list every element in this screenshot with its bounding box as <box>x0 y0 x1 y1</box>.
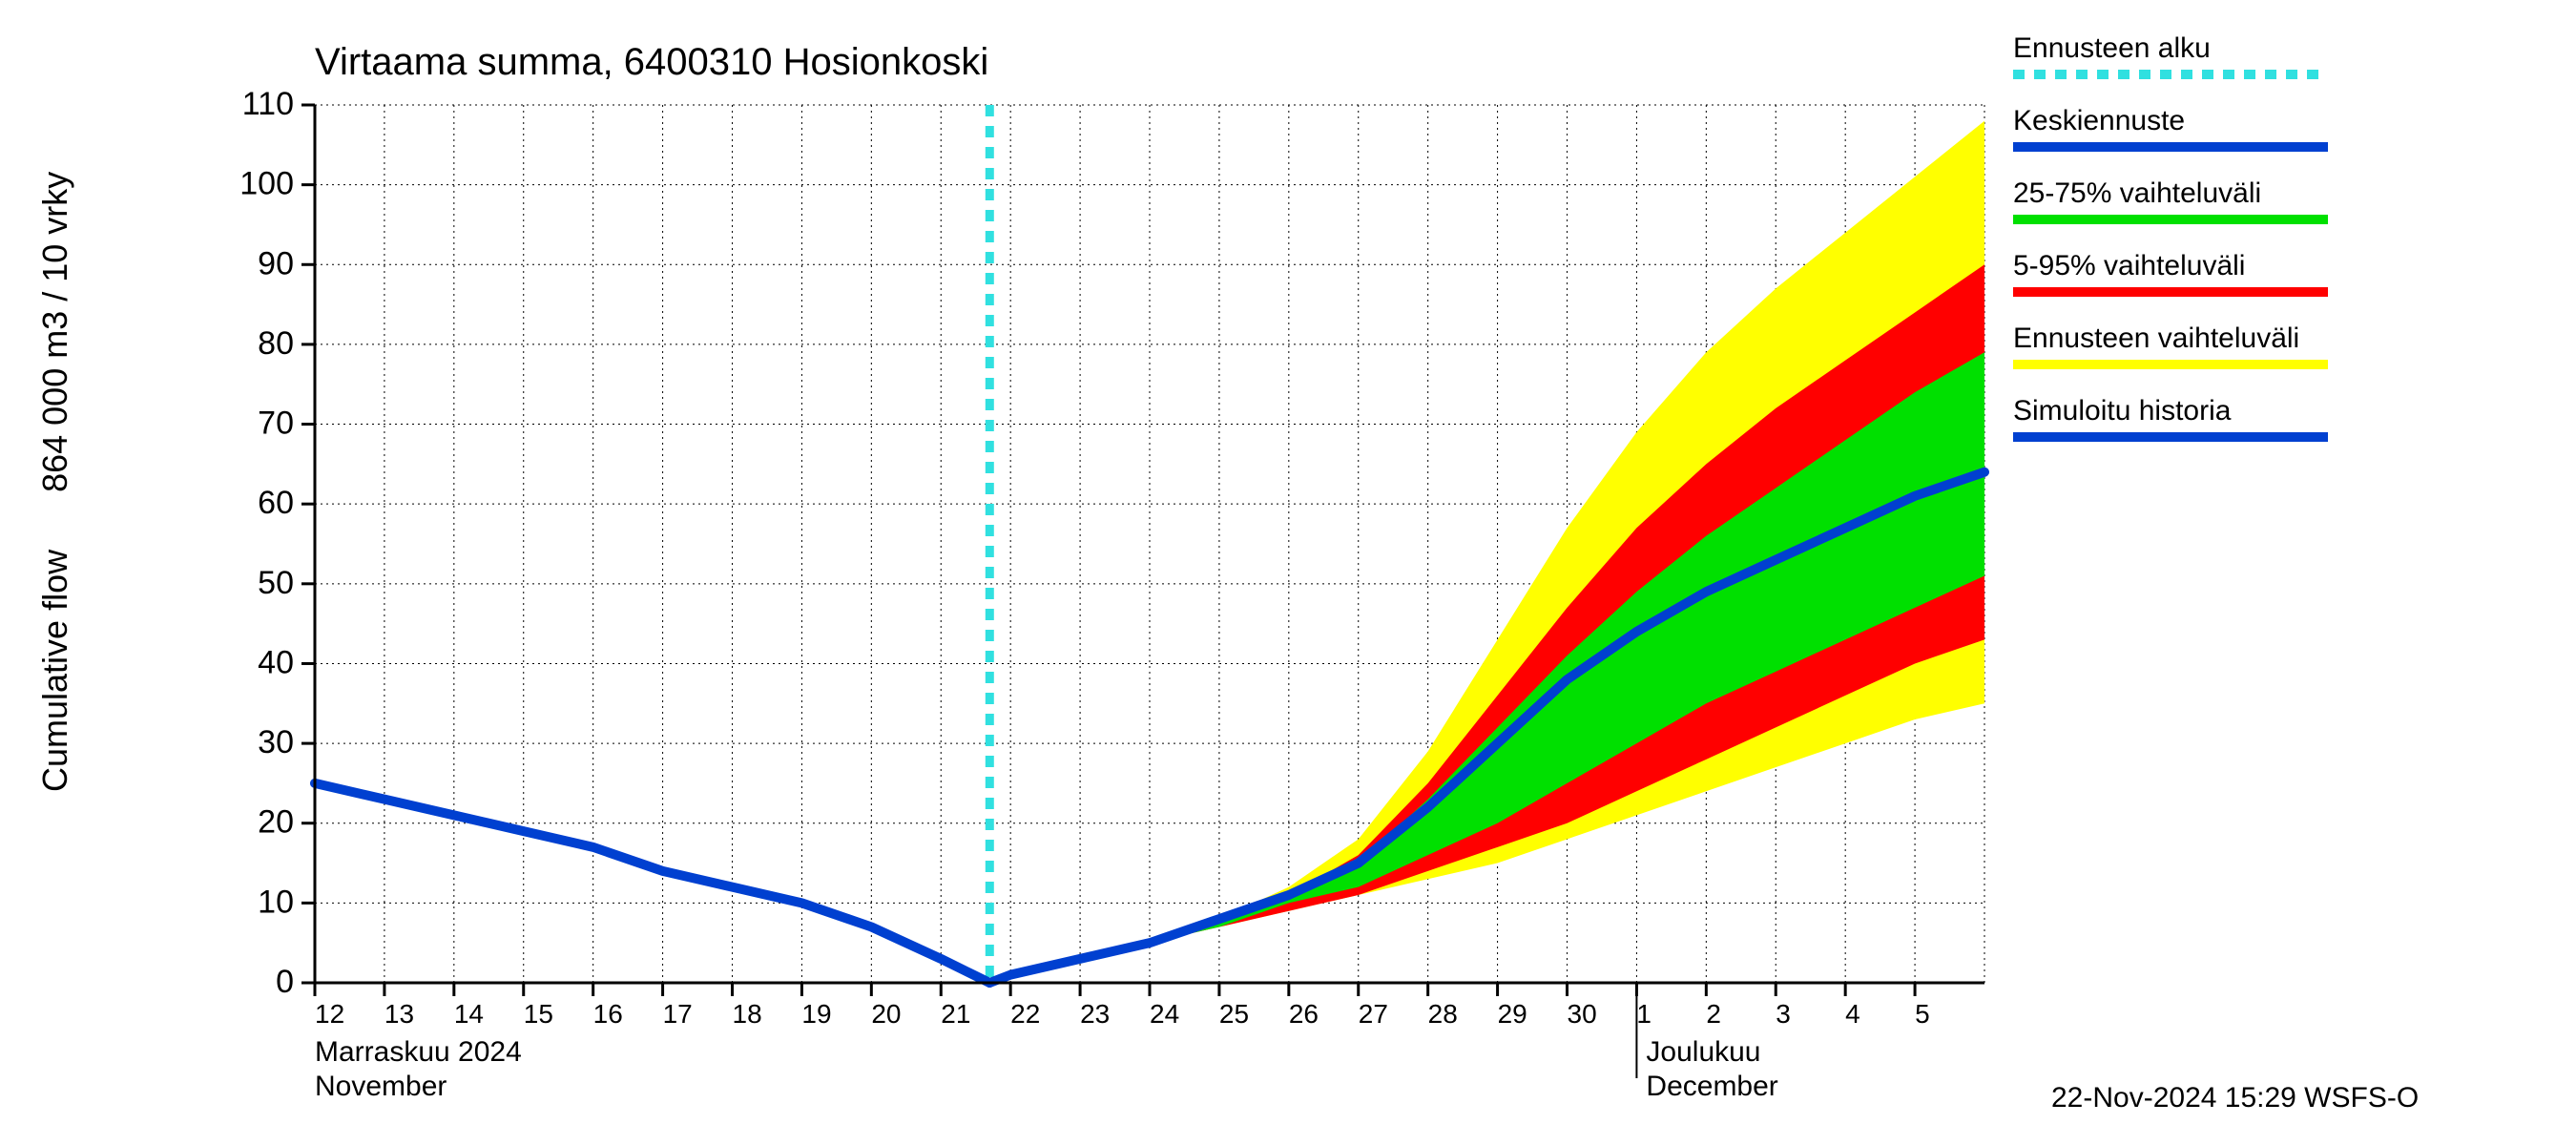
legend-label: Keskiennuste <box>2013 105 2185 136</box>
xtick-label: 30 <box>1568 999 1597 1029</box>
forecast-chart: 0102030405060708090100110121314151617181… <box>0 0 2576 1145</box>
xtick-label: 14 <box>454 999 484 1029</box>
xtick-label: 25 <box>1219 999 1249 1029</box>
xtick-label: 4 <box>1845 999 1860 1029</box>
chart-container: 0102030405060708090100110121314151617181… <box>0 0 2576 1145</box>
xtick-label: 27 <box>1359 999 1388 1029</box>
xtick-label: 3 <box>1776 999 1791 1029</box>
xtick-label: 5 <box>1915 999 1930 1029</box>
xtick-label: 29 <box>1498 999 1527 1029</box>
xtick-label: 12 <box>315 999 344 1029</box>
legend-label: 5-95% vaihteluväli <box>2013 250 2245 281</box>
xtick-label: 23 <box>1080 999 1110 1029</box>
xtick-label: 21 <box>941 999 970 1029</box>
xtick-label: 2 <box>1706 999 1721 1029</box>
month-label-en: December <box>1646 1071 1777 1102</box>
xtick-label: 22 <box>1010 999 1040 1029</box>
ytick-label: 30 <box>258 724 294 760</box>
footer-text: 22-Nov-2024 15:29 WSFS-O <box>2051 1082 2419 1114</box>
ytick-label: 110 <box>242 86 294 122</box>
ytick-label: 60 <box>258 485 294 521</box>
xtick-label: 28 <box>1428 999 1458 1029</box>
month-label-en: November <box>315 1071 447 1102</box>
ytick-label: 70 <box>258 406 294 442</box>
xtick-label: 16 <box>593 999 623 1029</box>
xtick-label: 13 <box>384 999 414 1029</box>
month-label-fi: Joulukuu <box>1646 1036 1760 1068</box>
ytick-label: 40 <box>258 644 294 680</box>
xtick-label: 15 <box>524 999 553 1029</box>
xtick-label: 24 <box>1150 999 1179 1029</box>
ytick-label: 20 <box>258 804 294 841</box>
y-axis-label: Cumulative flow864 000 m3 / 10 vrky <box>35 172 74 792</box>
legend-label: Ennusteen vaihteluväli <box>2013 323 2299 354</box>
month-label-fi: Marraskuu 2024 <box>315 1036 522 1068</box>
ytick-label: 50 <box>258 565 294 601</box>
xtick-label: 1 <box>1636 999 1652 1029</box>
xtick-label: 20 <box>871 999 901 1029</box>
ytick-label: 80 <box>258 325 294 362</box>
ytick-label: 0 <box>276 964 294 1000</box>
ytick-label: 10 <box>258 884 294 920</box>
legend-label: Ennusteen alku <box>2013 32 2211 64</box>
xtick-label: 18 <box>733 999 762 1029</box>
ytick-label: 90 <box>258 245 294 281</box>
chart-title: Virtaama summa, 6400310 Hosionkoski <box>315 41 988 83</box>
xtick-label: 19 <box>801 999 831 1029</box>
ytick-label: 100 <box>239 166 294 202</box>
legend-label: Simuloitu historia <box>2013 395 2232 427</box>
legend-label: 25-75% vaihteluväli <box>2013 177 2261 209</box>
xtick-label: 17 <box>663 999 693 1029</box>
xtick-label: 26 <box>1289 999 1319 1029</box>
